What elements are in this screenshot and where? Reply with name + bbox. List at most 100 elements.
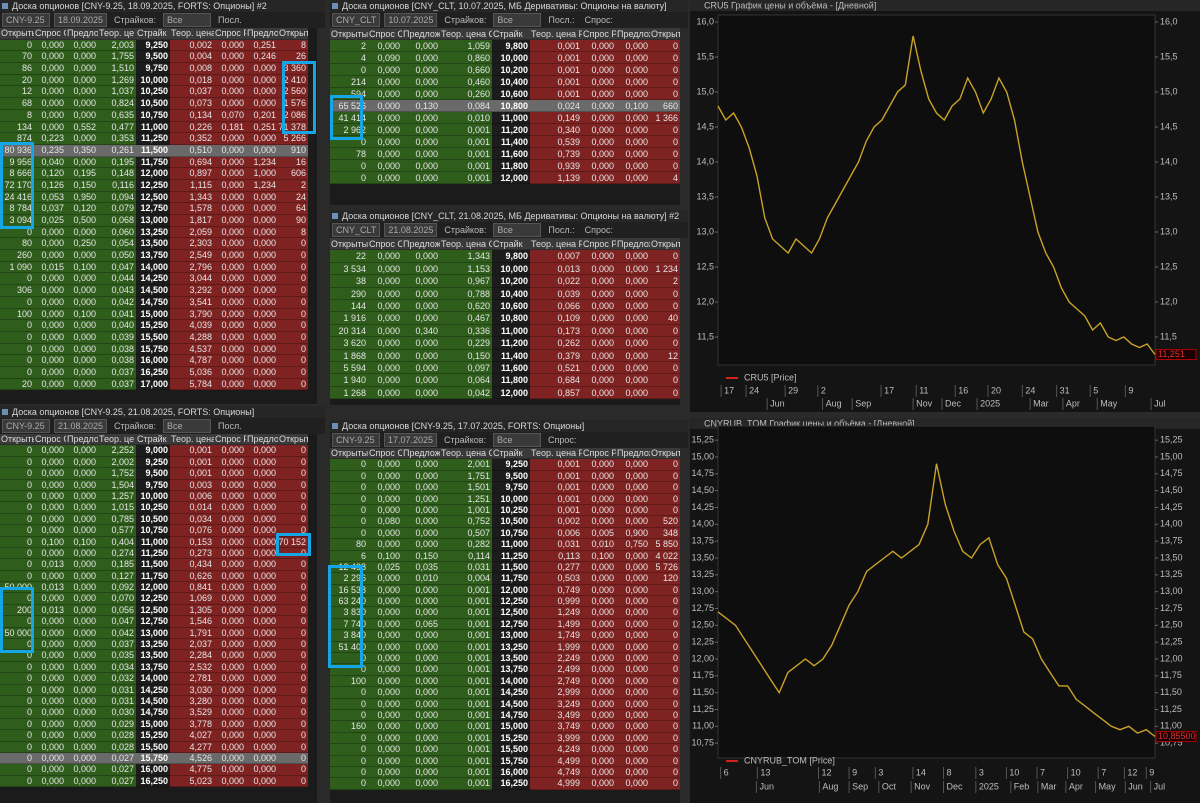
column-header: Предлож [402, 238, 440, 251]
cell: 0,000 [214, 650, 246, 662]
cell: 0,000 [402, 493, 440, 505]
cell: 0 [330, 527, 368, 540]
cell: 0,000 [246, 684, 278, 696]
cell: 1,755 [98, 51, 136, 64]
cell: 0,000 [214, 250, 246, 262]
legend-label: CRU5 [Price] [744, 372, 797, 382]
cell: 0 [0, 764, 34, 776]
cell: 0,100 [66, 261, 98, 274]
cell: 1 268 [330, 386, 368, 400]
cell: 0,000 [246, 63, 278, 75]
dropdown[interactable]: 21.08.2025 [54, 419, 108, 433]
cell: 0,040 [98, 320, 136, 332]
dropdown[interactable]: CNY-9.25 [2, 13, 50, 27]
cell: 0,000 [34, 502, 66, 514]
dropdown[interactable]: Все [493, 13, 542, 27]
cell: 0 [0, 445, 34, 457]
cell: 3 620 [330, 337, 368, 350]
cell: 1,749 [530, 630, 582, 642]
cell: 0 [0, 502, 34, 514]
cell: 2,549 [170, 250, 214, 262]
cell: 0,000 [66, 559, 98, 571]
dropdown[interactable]: Все [493, 433, 542, 447]
cell: 0,000 [246, 456, 278, 469]
dropdown[interactable]: Все [163, 13, 212, 27]
cell: 260 [0, 250, 34, 262]
cell: 0,000 [616, 618, 650, 631]
cell: 0,000 [368, 275, 402, 288]
column-header: Спрос P [582, 28, 616, 40]
cell: 0,000 [214, 707, 246, 719]
cell: 0,001 [440, 160, 492, 172]
cell: 0,013 [34, 604, 66, 617]
cell: 0 [278, 684, 308, 696]
cell: 0,857 [530, 386, 582, 400]
cell: 0,000 [582, 124, 616, 136]
cell: 0,000 [246, 468, 278, 480]
cell: 0,000 [368, 361, 402, 375]
cell: 0,001 [530, 504, 582, 517]
dropdown[interactable]: 21.08.2025 [384, 223, 438, 237]
strike: 15,000 [492, 721, 530, 733]
dropdown[interactable]: 17.07.2025 [384, 433, 438, 447]
cell: 0,006 [170, 490, 214, 503]
cell: 0 [0, 707, 34, 719]
cell: 2,002 [98, 456, 136, 469]
cell: 0,047 [98, 616, 136, 628]
cell: 0,000 [402, 250, 440, 263]
dropdown[interactable]: CNY_CLT [332, 223, 381, 237]
cell: 0 [650, 124, 680, 136]
column-header: Страйк [492, 448, 530, 460]
cell: 1,817 [170, 215, 214, 227]
label: Посл. [218, 421, 242, 431]
cell: 0,000 [582, 172, 616, 184]
column-header: Спрос P [214, 434, 246, 446]
cell: 0,000 [616, 653, 650, 665]
column-header: Предлож [402, 448, 440, 460]
cell: 0,521 [530, 361, 582, 375]
cell: 0 [330, 482, 368, 494]
dropdown[interactable]: CNY-9.25 [2, 419, 50, 433]
cell: 0,000 [582, 112, 616, 124]
cell: 0,032 [98, 673, 136, 685]
dropdown[interactable]: CNY_CLT [332, 13, 381, 27]
cell: 1,791 [170, 627, 214, 640]
price-line [717, 35, 1156, 355]
strike: 16,250 [492, 778, 530, 790]
dropdown[interactable]: 10.07.2025 [384, 13, 438, 27]
cell: 0,000 [214, 570, 246, 583]
label: Посл. [218, 15, 242, 25]
cell: 41 414 [330, 112, 368, 124]
x-tick-label: Nov [914, 781, 931, 791]
cell: 0 [278, 616, 308, 628]
cell: 0 [330, 653, 368, 665]
cell: 520 [650, 516, 680, 528]
dropdown[interactable]: CNY-9.25 [332, 433, 380, 447]
cell: 0,000 [582, 630, 616, 642]
dropdown[interactable]: Все [163, 419, 212, 433]
cell: 0 [278, 456, 308, 469]
x-tick-label: 20 [991, 385, 1001, 395]
cell: 2,796 [170, 261, 214, 274]
option-board: Доска опционов [CNY-9.25, 18.09.2025, FO… [0, 0, 325, 404]
dropdown[interactable]: Все [493, 223, 542, 237]
cell: 1,234 [246, 156, 278, 169]
column-header: Теор. цена [170, 434, 214, 446]
dropdown[interactable]: 18.09.2025 [54, 13, 108, 27]
column-header: Предлож [616, 238, 650, 251]
x-tick-label: Dec [945, 398, 962, 408]
cell: 0 [650, 744, 680, 756]
strike: 11,400 [492, 136, 530, 148]
cell: 0,004 [170, 51, 214, 64]
x-tick-label: Jun [1128, 781, 1143, 791]
strike: 11,250 [136, 133, 170, 145]
strike: 9,250 [136, 456, 170, 469]
toolbar: CNY-9.25 17.07.2025 Страйков: Все Спрос: [330, 432, 688, 448]
cell: 0,000 [616, 349, 650, 362]
cell: 0,000 [66, 51, 98, 64]
cell: 0 [650, 504, 680, 517]
strike: 11,750 [136, 156, 170, 169]
cell: 0,000 [368, 778, 402, 790]
cell: 0 [278, 343, 308, 356]
